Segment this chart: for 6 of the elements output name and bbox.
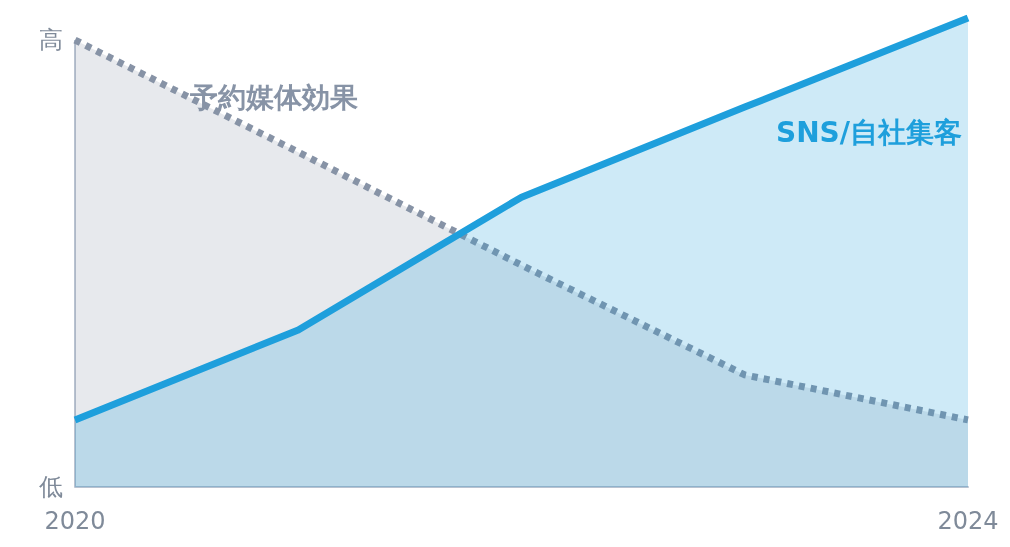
x-tick-label: 2024	[937, 507, 999, 535]
series-label: SNS/自社集客	[776, 115, 962, 149]
x-tick-label: 2020	[44, 507, 106, 535]
series-label: 予約媒体効果	[189, 80, 358, 114]
text: 低	[39, 473, 63, 501]
text: 高	[39, 26, 63, 55]
